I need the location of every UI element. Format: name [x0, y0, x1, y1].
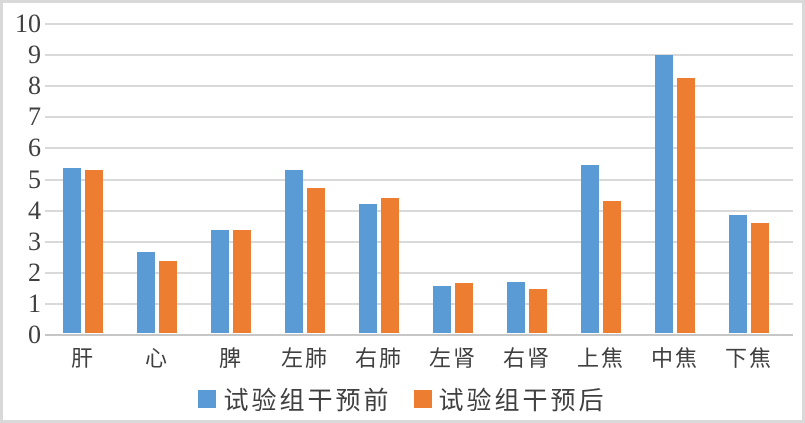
- x-category-label: 中焦: [650, 346, 699, 371]
- x-category-label: 右肾: [502, 346, 551, 371]
- chart-bar: [307, 188, 325, 333]
- chart-bar: [529, 289, 547, 333]
- y-tick-label: 4: [28, 195, 41, 225]
- chart-bar: [455, 283, 473, 333]
- plot-area: [45, 23, 793, 336]
- gridline: [45, 54, 793, 57]
- y-tick-label: 8: [28, 71, 41, 101]
- chart-bar: [233, 230, 251, 333]
- chart-bar: [581, 165, 599, 333]
- y-tick-label: 10: [15, 9, 41, 38]
- y-tick-label: 0: [28, 320, 41, 349]
- y-tick-label: 2: [28, 257, 41, 287]
- chart-bar: [603, 200, 621, 333]
- gridline: [45, 116, 793, 119]
- y-tick-label: 1: [28, 288, 41, 318]
- gridline: [45, 209, 793, 212]
- gridline: [45, 302, 793, 305]
- x-category-label: 脾: [218, 346, 243, 371]
- chart-bar: [285, 169, 303, 333]
- chart-bar: [63, 168, 81, 333]
- x-category-label: 下焦: [724, 346, 773, 371]
- x-category-label: 肝: [70, 346, 95, 371]
- legend-swatch-icon: [413, 390, 432, 408]
- chart-bar: [137, 252, 155, 333]
- x-category-label: 右肺: [354, 346, 403, 371]
- chart-legend: 试验组干预前 试验组干预后: [3, 381, 802, 417]
- chart-bar: [433, 286, 451, 333]
- chart-bar: [211, 230, 229, 333]
- x-category-label: 左肾: [428, 346, 477, 371]
- chart-bar: [359, 203, 377, 333]
- y-tick-label: 6: [28, 133, 41, 163]
- chart-bar: [507, 281, 525, 333]
- chart-bar: [381, 197, 399, 333]
- gridline: [45, 271, 793, 274]
- gridline: [45, 147, 793, 150]
- x-category-label: 上焦: [576, 346, 625, 371]
- x-category-label: 心: [144, 346, 169, 371]
- legend-entry: 试验组干预前: [198, 381, 391, 417]
- chart-bar: [677, 77, 695, 333]
- legend-swatch-icon: [198, 390, 217, 408]
- legend-entry: 试验组干预后: [413, 381, 607, 417]
- y-tick-label: 7: [28, 102, 41, 132]
- chart-bar: [655, 54, 673, 333]
- gridline: [45, 240, 793, 243]
- legend-label: 试验组干预前: [223, 388, 392, 415]
- chart-bar: [729, 214, 747, 333]
- legend-label: 试验组干预后: [438, 388, 607, 415]
- y-tick-label: 5: [28, 164, 41, 194]
- y-tick-label: 3: [28, 226, 41, 256]
- chart-bar: [159, 261, 177, 333]
- gridline: [45, 23, 793, 25]
- x-category-label: 左肺: [280, 346, 329, 371]
- x-axis-line: [45, 334, 793, 336]
- chart-bar: [751, 222, 769, 333]
- gridline: [45, 85, 793, 88]
- y-tick-label: 9: [28, 40, 41, 70]
- gridline: [45, 178, 793, 181]
- chart-bar: [85, 169, 103, 333]
